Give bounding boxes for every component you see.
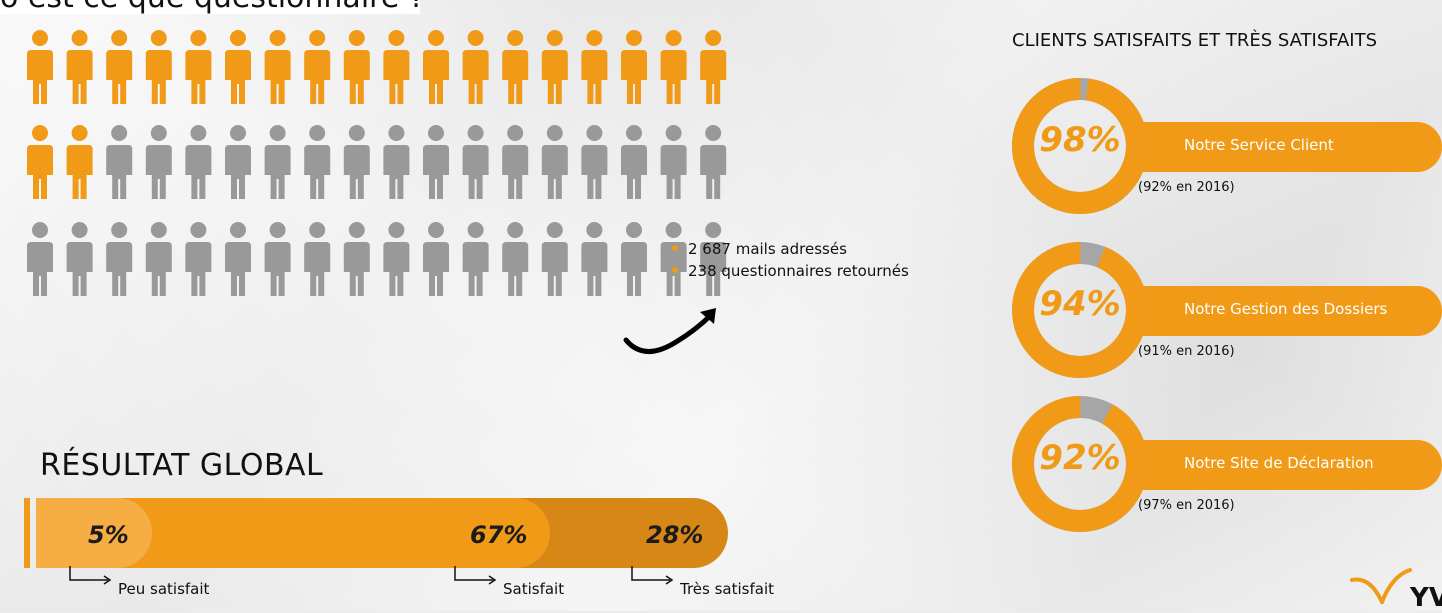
satisfaction-previous: (91% en 2016) bbox=[1138, 344, 1235, 359]
bar-left-tick bbox=[24, 498, 30, 568]
corner-arrow-icon bbox=[454, 566, 497, 585]
person-icon bbox=[106, 125, 133, 199]
cropped-header: o est ce que questionnaire ? bbox=[0, 0, 420, 14]
person-icon bbox=[145, 30, 172, 104]
satisfaction-ring bbox=[1012, 396, 1148, 532]
person-icon bbox=[541, 125, 568, 199]
satisfied-value: 67% bbox=[470, 521, 528, 549]
person-icon bbox=[225, 222, 251, 296]
person-icon bbox=[383, 30, 410, 104]
satisfaction-previous: (92% en 2016) bbox=[1138, 180, 1235, 195]
satisfaction-label: Notre Gestion des Dossiers bbox=[1184, 300, 1388, 318]
person-icon bbox=[660, 30, 687, 104]
satisfaction-ribbon: Notre Site de Déclaration bbox=[1140, 440, 1442, 490]
person-icon bbox=[106, 222, 133, 296]
satisfaction-previous: (97% en 2016) bbox=[1138, 498, 1235, 513]
ring-fill bbox=[1012, 78, 1148, 214]
low-satisfied-segment bbox=[36, 498, 152, 568]
person-icon bbox=[621, 125, 647, 199]
person-icon bbox=[700, 30, 727, 104]
person-icon bbox=[225, 125, 251, 199]
curved-arrow-icon bbox=[623, 308, 716, 354]
person-icon bbox=[264, 125, 291, 199]
satisfaction-value: 94% bbox=[1039, 284, 1121, 324]
stat-returned-text: 238 questionnaires retournés bbox=[688, 262, 909, 280]
low-satisfied-value: 5% bbox=[88, 521, 129, 549]
satisfaction-ribbon: Notre Service Client bbox=[1140, 122, 1442, 172]
satisfaction-item-site-declaration: Notre Site de Déclaration 92% (97% en 20… bbox=[1010, 394, 1442, 544]
person-icon bbox=[462, 222, 489, 296]
bullet-dot-icon bbox=[672, 266, 678, 273]
person-icon bbox=[343, 125, 370, 199]
corner-arrow-icon bbox=[631, 566, 674, 585]
person-icon bbox=[581, 30, 608, 104]
people-infographic bbox=[27, 30, 727, 296]
stat-mails: 2 687 mails adressés bbox=[672, 238, 909, 260]
satisfaction-ribbon: Notre Gestion des Dossiers bbox=[1140, 286, 1442, 336]
person-icon bbox=[502, 125, 529, 199]
person-icon bbox=[423, 222, 449, 296]
person-icon bbox=[343, 30, 370, 104]
person-icon bbox=[185, 125, 212, 199]
person-icon bbox=[502, 222, 529, 296]
satisfaction-item-service-client: Notre Service Client 98% (92% en 2016) bbox=[1010, 76, 1442, 226]
person-icon bbox=[27, 125, 53, 199]
person-icon bbox=[423, 125, 449, 199]
satisfaction-label: Notre Service Client bbox=[1184, 136, 1334, 154]
person-icon bbox=[66, 30, 93, 104]
person-icon bbox=[106, 30, 133, 104]
person-icon bbox=[383, 222, 410, 296]
satisfaction-title: CLIENTS SATISFAITS ET TRÈS SATISFAITS bbox=[1012, 30, 1378, 51]
person-icon bbox=[264, 30, 291, 104]
corner-arrow-icon bbox=[69, 566, 112, 585]
person-icon bbox=[383, 125, 410, 199]
person-icon bbox=[581, 125, 608, 199]
survey-stats: 2 687 mails adressés 238 questionnaires … bbox=[672, 238, 909, 282]
legend-satisfied-label: Satisfait bbox=[503, 580, 565, 598]
person-icon bbox=[27, 30, 53, 104]
person-icon bbox=[66, 125, 93, 199]
person-icon bbox=[423, 30, 449, 104]
person-icon bbox=[700, 125, 727, 199]
person-icon bbox=[264, 222, 291, 296]
person-icon bbox=[462, 125, 489, 199]
global-result-title: RÉSULTAT GLOBAL bbox=[40, 448, 324, 483]
logo-text: YVI bbox=[1410, 583, 1442, 613]
stat-returned: 238 questionnaires retournés bbox=[672, 260, 909, 282]
satisfaction-label: Notre Site de Déclaration bbox=[1184, 454, 1374, 472]
person-icon bbox=[185, 222, 212, 296]
ring-fill bbox=[1012, 242, 1148, 378]
satisfaction-value: 98% bbox=[1039, 120, 1121, 160]
person-icon bbox=[700, 222, 727, 296]
person-icon bbox=[304, 222, 331, 296]
legend-low-satisfied-label: Peu satisfait bbox=[118, 580, 210, 598]
person-icon bbox=[462, 30, 489, 104]
person-icon bbox=[581, 222, 608, 296]
satisfaction-value: 92% bbox=[1039, 438, 1121, 478]
bullet-dot-icon bbox=[672, 244, 678, 251]
person-icon bbox=[145, 125, 172, 199]
person-icon bbox=[541, 30, 568, 104]
satisfaction-ring bbox=[1012, 242, 1148, 378]
person-icon bbox=[27, 222, 53, 296]
legend-very-satisfied-label: Très satisfait bbox=[680, 580, 774, 598]
satisfaction-item-gestion-dossiers: Notre Gestion des Dossiers 94% (91% en 2… bbox=[1010, 240, 1442, 390]
very-satisfied-value: 28% bbox=[646, 521, 704, 549]
person-icon bbox=[66, 222, 93, 296]
person-icon bbox=[502, 30, 529, 104]
cropped-question-text: o est ce que questionnaire ? bbox=[0, 0, 420, 14]
satisfaction-ring bbox=[1012, 78, 1148, 214]
person-icon bbox=[304, 30, 331, 104]
person-icon bbox=[343, 222, 370, 296]
person-icon bbox=[660, 125, 687, 199]
yvi-logo-icon bbox=[1350, 568, 1412, 604]
person-icon bbox=[304, 125, 331, 199]
person-icon bbox=[621, 222, 647, 296]
person-icon bbox=[621, 30, 647, 104]
person-icon bbox=[541, 222, 568, 296]
person-icon bbox=[145, 222, 172, 296]
stat-mails-text: 2 687 mails adressés bbox=[688, 240, 847, 258]
person-icon bbox=[225, 30, 251, 104]
person-icon bbox=[185, 30, 212, 104]
